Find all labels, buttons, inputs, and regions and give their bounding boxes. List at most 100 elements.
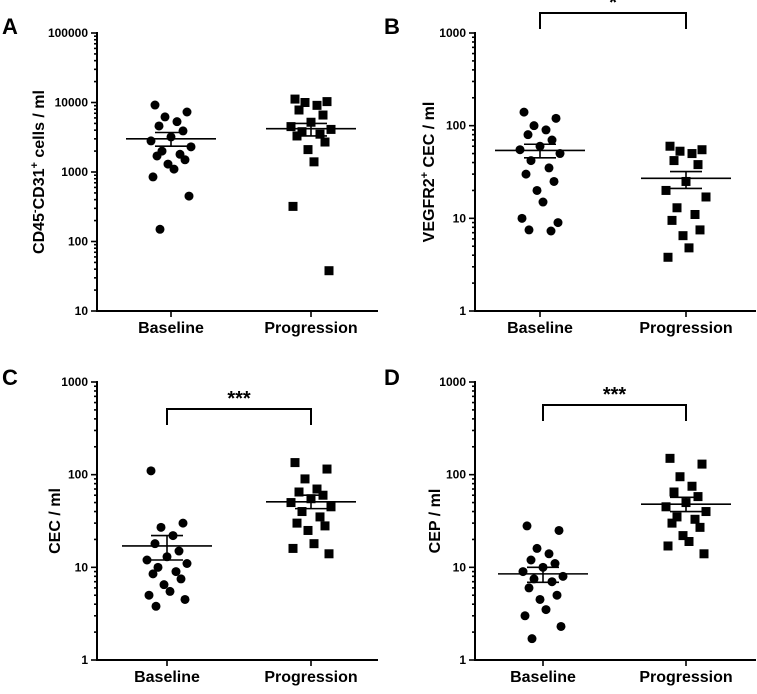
data-point-progression bbox=[297, 507, 307, 517]
y-tick-label: 1 bbox=[81, 653, 88, 667]
data-point-baseline bbox=[529, 121, 539, 131]
data-point-progression bbox=[675, 146, 685, 156]
data-point-baseline bbox=[532, 185, 542, 195]
data-point-baseline bbox=[180, 155, 190, 165]
x-category-label: Baseline bbox=[134, 669, 200, 686]
y-tick-label: 100 bbox=[68, 235, 88, 249]
data-point-baseline bbox=[142, 555, 152, 565]
data-point-baseline bbox=[169, 164, 179, 174]
y-tick-label: 1 bbox=[459, 653, 466, 667]
data-point-baseline bbox=[526, 555, 536, 565]
data-point-progression bbox=[288, 201, 298, 211]
y-axis-label-part: VEGFR2 bbox=[421, 178, 438, 242]
data-point-baseline bbox=[552, 590, 562, 600]
data-point-progression bbox=[309, 539, 319, 549]
data-point-progression bbox=[697, 459, 707, 469]
significance-label: * bbox=[609, 0, 617, 14]
data-point-progression bbox=[665, 453, 675, 463]
data-point-baseline bbox=[171, 567, 181, 577]
data-point-baseline bbox=[522, 521, 532, 531]
significance-bracket bbox=[542, 404, 687, 421]
data-point-baseline bbox=[546, 226, 556, 236]
data-point-progression bbox=[294, 487, 304, 497]
data-point-progression bbox=[697, 145, 707, 155]
data-point-baseline bbox=[150, 539, 160, 549]
data-point-progression bbox=[701, 507, 711, 517]
data-point-baseline bbox=[524, 225, 534, 235]
data-point-baseline bbox=[160, 112, 170, 122]
y-tick-label: 10000 bbox=[55, 96, 89, 110]
y-axis-label-superscript: + bbox=[419, 172, 431, 178]
data-point-baseline bbox=[154, 121, 164, 131]
panel-d: D 1 10 100 1000 Baseline Progression CEP / ml **… bbox=[384, 365, 756, 686]
data-point-progression bbox=[678, 231, 688, 241]
data-point-progression bbox=[309, 157, 319, 167]
y-axis-label: CD45-​CD31+​ cells / ml bbox=[29, 90, 48, 254]
data-point-progression bbox=[663, 541, 673, 551]
data-point-baseline bbox=[148, 172, 158, 182]
data-point-progression bbox=[294, 105, 304, 115]
x-category-label: Baseline bbox=[507, 320, 573, 337]
data-point-progression bbox=[684, 243, 694, 253]
data-point-progression bbox=[693, 160, 703, 170]
data-point-progression bbox=[315, 129, 325, 139]
y-axis-label-part: CEP / ml bbox=[427, 489, 444, 554]
y-axis-label-part: CEC / ml bbox=[421, 102, 438, 172]
data-point-baseline bbox=[535, 594, 545, 604]
y-axis-label: CEP / ml bbox=[427, 489, 444, 554]
data-point-progression bbox=[324, 549, 334, 559]
data-point-progression bbox=[315, 512, 325, 522]
data-point-baseline bbox=[547, 135, 557, 145]
data-point-baseline bbox=[163, 159, 173, 169]
data-point-baseline bbox=[151, 601, 161, 611]
data-point-baseline bbox=[146, 136, 156, 146]
data-point-baseline bbox=[556, 621, 566, 631]
data-point-progression bbox=[669, 156, 679, 166]
data-point-progression bbox=[286, 122, 296, 132]
y-tick-label: 100 bbox=[446, 468, 466, 482]
data-point-baseline bbox=[146, 466, 156, 476]
y-tick-label: 1000 bbox=[61, 375, 88, 389]
y-tick-label: 100 bbox=[446, 119, 466, 133]
data-point-baseline bbox=[172, 117, 182, 127]
y-tick-label: 10 bbox=[453, 211, 467, 225]
data-point-baseline bbox=[544, 549, 554, 559]
data-point-progression bbox=[324, 266, 334, 276]
significance-bracket bbox=[539, 12, 687, 29]
data-point-baseline bbox=[551, 113, 561, 123]
data-point-baseline bbox=[159, 580, 169, 590]
data-point-baseline bbox=[152, 151, 162, 161]
y-tick-label: 100000 bbox=[48, 26, 88, 40]
data-point-baseline bbox=[176, 574, 186, 584]
data-point-baseline bbox=[518, 567, 528, 577]
data-point-baseline bbox=[182, 107, 192, 117]
data-point-progression bbox=[312, 484, 322, 494]
data-point-baseline bbox=[519, 107, 529, 117]
data-point-progression bbox=[667, 518, 677, 528]
data-point-baseline bbox=[529, 574, 539, 584]
x-category-label: Progression bbox=[264, 669, 357, 686]
y-axis-label-superscript: + bbox=[29, 162, 41, 168]
data-point-progression bbox=[312, 100, 322, 110]
data-point-progression bbox=[292, 518, 302, 528]
panel-letter: B bbox=[384, 14, 400, 39]
data-point-progression bbox=[320, 521, 330, 531]
x-category-label: Progression bbox=[639, 669, 732, 686]
data-point-progression bbox=[288, 543, 298, 553]
data-point-progression bbox=[701, 192, 711, 202]
data-point-baseline bbox=[541, 605, 551, 615]
data-point-baseline bbox=[555, 149, 565, 159]
data-point-progression bbox=[320, 137, 330, 147]
data-point-baseline bbox=[150, 100, 160, 110]
data-point-baseline bbox=[174, 546, 184, 556]
y-axis-label: CEC / ml bbox=[47, 488, 64, 554]
data-point-progression bbox=[661, 185, 671, 195]
data-point-baseline bbox=[156, 522, 166, 532]
data-point-progression bbox=[300, 474, 310, 484]
y-axis-label-part: cells / ml bbox=[31, 90, 48, 162]
data-point-progression bbox=[690, 209, 700, 219]
data-point-progression bbox=[326, 502, 336, 512]
data-point-progression bbox=[306, 117, 316, 127]
data-point-progression bbox=[300, 98, 310, 107]
